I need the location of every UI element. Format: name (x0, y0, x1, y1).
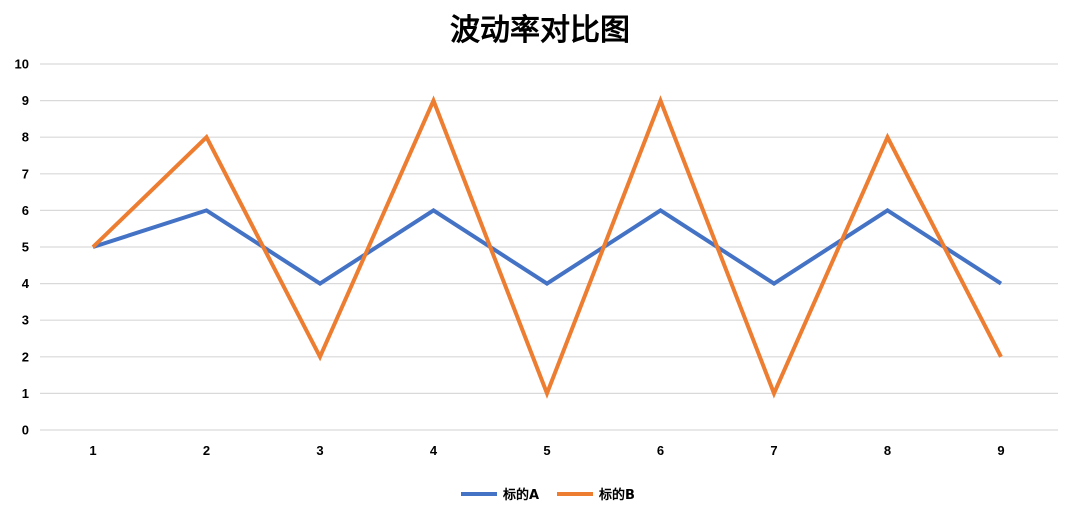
x-tick-label: 6 (657, 443, 664, 458)
y-tick-label: 1 (22, 386, 29, 401)
y-tick-label: 0 (22, 423, 29, 438)
series-line-1 (92, 208, 1003, 286)
x-axis-ticks: 1 2 3 4 5 6 7 8 9 (89, 443, 1004, 458)
y-tick-label: 3 (22, 313, 29, 328)
y-tick-label: 8 (22, 130, 29, 145)
legend-label-1: 标的A (502, 487, 539, 503)
y-tick-label: 6 (22, 203, 29, 218)
y-axis-ticks: 0 1 2 3 4 5 6 7 8 9 10 (15, 57, 30, 438)
x-tick-label: 5 (543, 443, 550, 458)
x-tick-label: 1 (89, 443, 96, 458)
chart-title: 波动率对比图 (450, 13, 630, 48)
y-tick-label: 4 (22, 276, 30, 291)
y-tick-label: 2 (22, 349, 29, 364)
y-tick-label: 7 (22, 166, 29, 181)
series-lines (91, 95, 1003, 399)
x-tick-label: 2 (203, 443, 210, 458)
x-tick-label: 8 (884, 443, 891, 458)
y-tick-label: 9 (22, 93, 29, 108)
legend-label-2: 标的B (598, 487, 635, 503)
series-line-2 (91, 95, 1003, 399)
x-tick-label: 9 (997, 443, 1004, 458)
legend: 标的A 标的B (461, 487, 635, 503)
gridlines (40, 63, 1058, 431)
y-tick-label: 5 (22, 240, 29, 255)
x-tick-label: 3 (316, 443, 323, 458)
y-tick-label: 10 (15, 57, 29, 72)
x-tick-label: 4 (430, 443, 438, 458)
x-tick-label: 7 (770, 443, 777, 458)
